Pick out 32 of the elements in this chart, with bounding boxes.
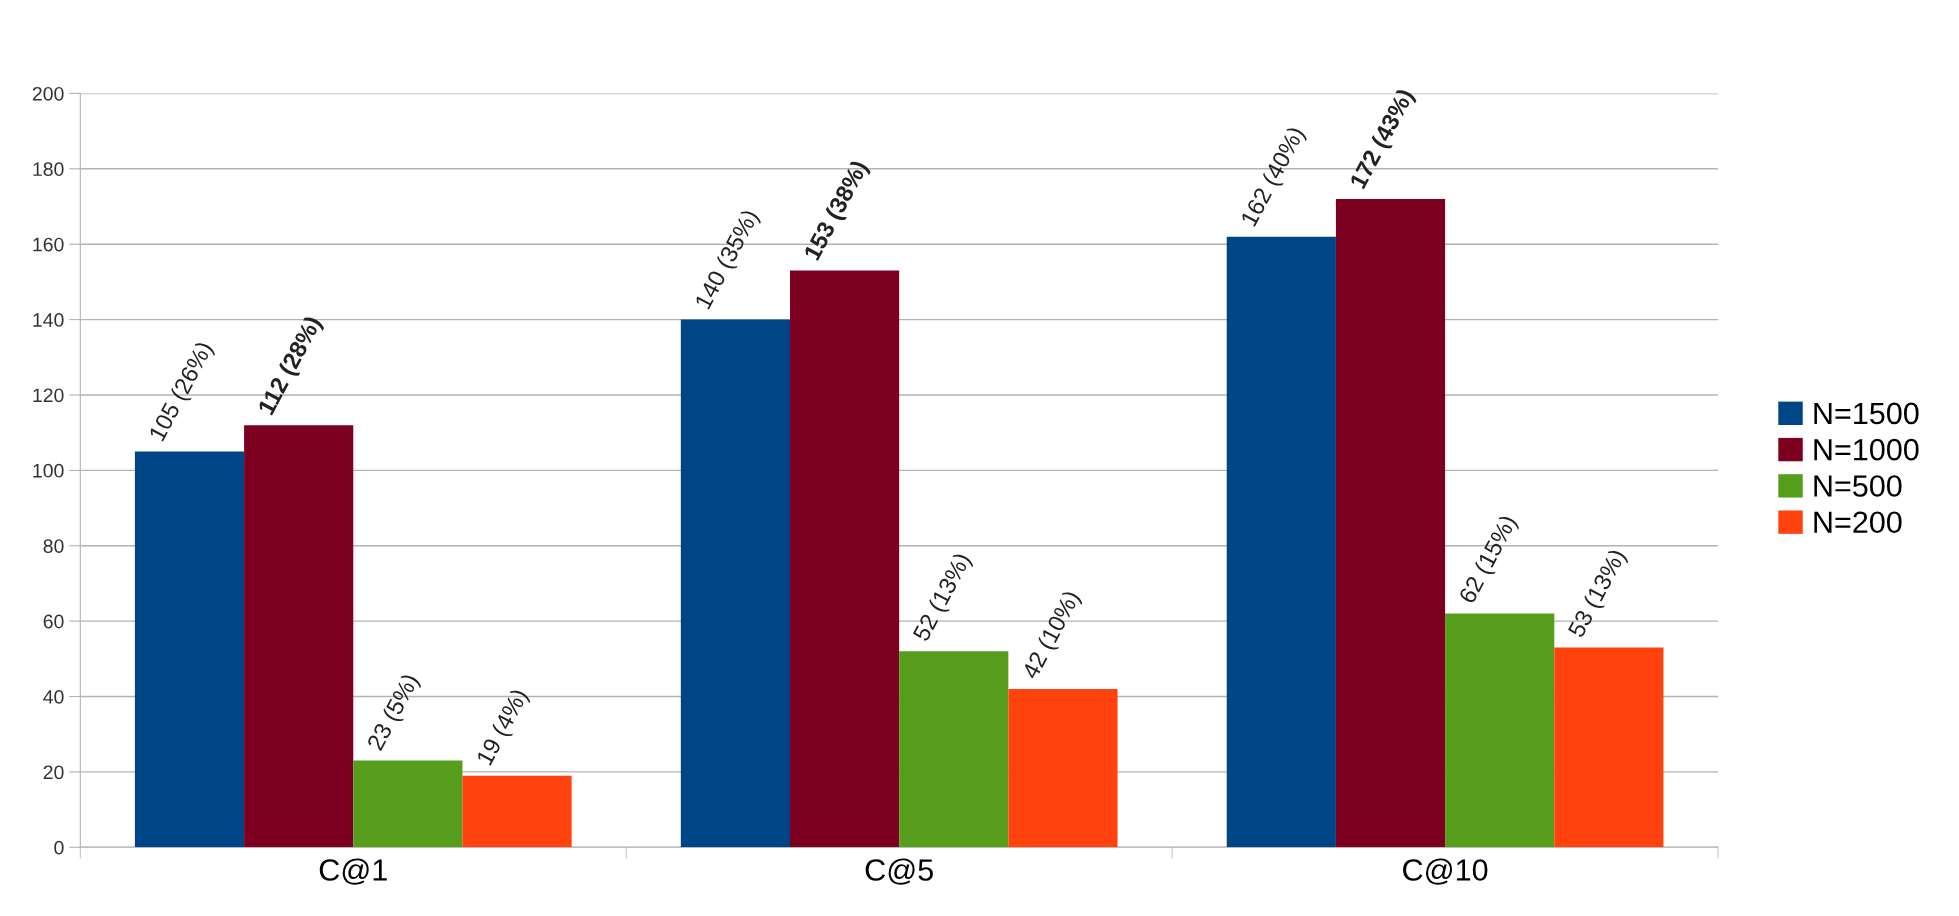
bar — [1226, 236, 1336, 848]
bar — [244, 425, 354, 848]
y-tick-label: 80 — [43, 539, 64, 553]
bar — [1335, 198, 1446, 848]
y-tick-label: 60 — [43, 614, 64, 629]
x-tick-label: C@1 — [319, 858, 387, 885]
x-tick-label: C@5 — [865, 858, 933, 885]
y-tick-label: 40 — [43, 689, 64, 704]
legend-label: N=200 — [1814, 511, 1902, 534]
bar — [462, 775, 572, 848]
y-tick-label: 20 — [43, 765, 64, 780]
bar — [353, 760, 463, 848]
legend-label: N=1500 — [1814, 402, 1919, 425]
bar — [680, 319, 790, 848]
bar — [134, 451, 245, 848]
y-tick-label: 0 — [54, 840, 64, 855]
bar — [899, 651, 1009, 848]
bar — [1008, 688, 1118, 848]
bar — [1445, 613, 1555, 848]
y-tick-label: 140 — [33, 313, 64, 327]
y-tick-label: 160 — [33, 237, 64, 252]
y-tick-label: 100 — [33, 463, 64, 478]
y-tick-label: 120 — [33, 388, 64, 403]
x-tick-label: C@10 — [1403, 858, 1488, 885]
data-label: 19 (4%) — [475, 687, 533, 768]
bar — [790, 270, 900, 848]
y-tick-label: 200 — [32, 86, 64, 101]
bar — [1554, 647, 1664, 848]
legend-label: N=500 — [1814, 475, 1902, 497]
legend-label: N=1000 — [1814, 438, 1919, 461]
data-label: 23 (5%) — [365, 672, 423, 754]
y-tick-label: 180 — [33, 162, 64, 177]
